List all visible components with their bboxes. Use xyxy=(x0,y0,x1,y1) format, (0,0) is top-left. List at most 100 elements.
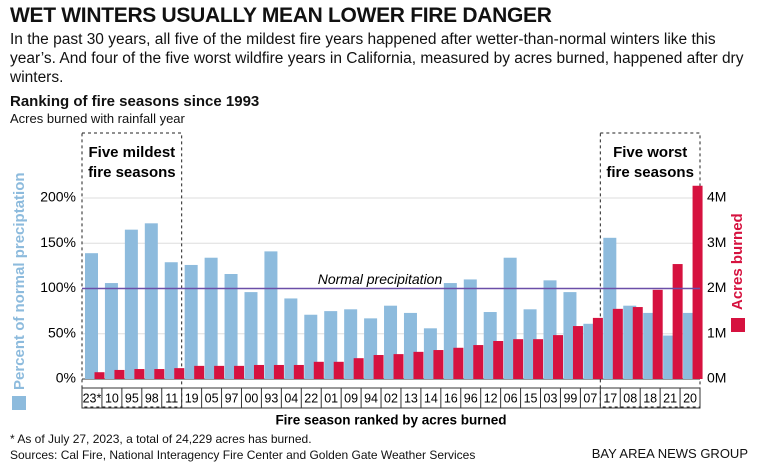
bar xyxy=(94,372,105,379)
x-tick-label: 07 xyxy=(583,391,597,405)
x-tick-label: 02 xyxy=(384,391,398,405)
bar xyxy=(85,253,98,379)
bar xyxy=(284,298,298,379)
bar xyxy=(144,223,158,379)
x-tick-label: 09 xyxy=(344,391,358,405)
bar xyxy=(184,264,198,379)
bar xyxy=(293,364,304,379)
y-tick-label: 150% xyxy=(40,234,76,250)
bar xyxy=(533,339,544,379)
y2-tick-label: 3M xyxy=(707,234,726,250)
x-tick-label: 23* xyxy=(83,391,102,405)
chart-subtitle: Acres burned with rainfall year xyxy=(10,111,185,126)
highlight-label: fire seasons xyxy=(606,164,694,181)
x-tick-label: 19 xyxy=(185,391,199,405)
bar xyxy=(174,368,185,379)
bar xyxy=(572,326,583,379)
bar xyxy=(612,308,623,379)
bar xyxy=(493,340,504,379)
x-tick-label: 12 xyxy=(484,391,498,405)
source: Sources: Cal Fire, National Interagency … xyxy=(10,448,476,462)
x-axis-label: Fire season ranked by acres burned xyxy=(275,413,506,428)
headline: WET WINTERS USUALLY MEAN LOWER FIRE DANG… xyxy=(10,4,552,27)
annotation: Normal precipitation xyxy=(318,271,443,287)
x-tick-label: 20 xyxy=(683,391,697,405)
bar xyxy=(134,369,145,379)
bar xyxy=(433,350,444,379)
bar xyxy=(373,355,384,379)
y2-tick-label: 0M xyxy=(707,370,726,386)
x-tick-label: 94 xyxy=(364,391,378,405)
bar xyxy=(114,369,125,379)
x-tick-label: 00 xyxy=(244,391,258,405)
category-row xyxy=(81,387,701,409)
bar xyxy=(413,351,424,379)
highlight-label: fire seasons xyxy=(88,164,176,181)
y-tick-label: 50% xyxy=(48,324,76,340)
x-tick-label: 14 xyxy=(424,391,438,405)
chart-title: Ranking of fire seasons since 1993 xyxy=(10,93,260,110)
bar xyxy=(553,335,564,379)
x-tick-label: 15 xyxy=(524,391,538,405)
bar xyxy=(592,317,603,379)
bar xyxy=(672,264,683,379)
bar xyxy=(273,364,284,379)
legend-swatch xyxy=(12,396,26,410)
x-tick-label: 97 xyxy=(225,391,239,405)
x-tick-label: 99 xyxy=(563,391,577,405)
credit: BAY AREA NEWS GROUP xyxy=(591,446,748,461)
bar xyxy=(393,354,404,379)
x-tick-label: 11 xyxy=(165,391,178,405)
highlight-label: Five mildest xyxy=(88,144,175,161)
bar xyxy=(214,365,225,379)
bar xyxy=(253,364,264,379)
x-tick-label: 16 xyxy=(444,391,458,405)
bar xyxy=(264,251,278,379)
x-tick-label: 18 xyxy=(643,391,657,405)
bar xyxy=(652,289,663,379)
x-tick-label: 96 xyxy=(464,391,478,405)
bar xyxy=(164,262,178,379)
bar xyxy=(353,358,364,379)
x-tick-label: 04 xyxy=(284,391,298,405)
bar xyxy=(632,307,643,379)
bar xyxy=(244,292,258,379)
y-tick-label: 0% xyxy=(56,370,76,386)
bar xyxy=(194,365,205,379)
x-tick-label: 08 xyxy=(623,391,637,405)
bar xyxy=(692,185,703,379)
x-tick-label: 06 xyxy=(504,391,518,405)
y2-tick-label: 1M xyxy=(707,324,726,340)
x-tick-label: 17 xyxy=(603,391,617,405)
intro: In the past 30 years, all five of the mi… xyxy=(10,31,744,86)
bar xyxy=(313,361,324,379)
x-tick-label: 03 xyxy=(544,391,558,405)
x-tick-label: 95 xyxy=(125,391,139,405)
y-tick-label: 100% xyxy=(40,279,76,295)
bar xyxy=(154,369,165,379)
legend-swatch xyxy=(731,318,745,332)
y2-axis-label: Acres burned xyxy=(729,213,746,310)
bar xyxy=(333,361,344,379)
x-tick-label: 22 xyxy=(304,391,318,405)
x-tick-label: 98 xyxy=(145,391,159,405)
x-tick-label: 13 xyxy=(404,391,418,405)
y2-tick-label: 2M xyxy=(707,279,726,295)
highlight-box xyxy=(81,132,183,408)
bar xyxy=(473,345,484,379)
bar xyxy=(513,339,524,379)
x-tick-label: 21 xyxy=(663,391,677,405)
x-tick-label: 10 xyxy=(105,391,119,405)
highlight-label: Five worst xyxy=(613,144,687,161)
y-tick-label: 200% xyxy=(40,189,76,205)
y2-tick-label: 4M xyxy=(707,189,726,205)
bar xyxy=(224,274,238,379)
bar xyxy=(453,347,464,379)
bar xyxy=(204,257,218,379)
note: * As of July 27, 2023, a total of 24,229… xyxy=(10,432,312,446)
bar xyxy=(124,229,138,379)
x-tick-label: 93 xyxy=(264,391,278,405)
x-tick-label: 01 xyxy=(324,391,338,405)
